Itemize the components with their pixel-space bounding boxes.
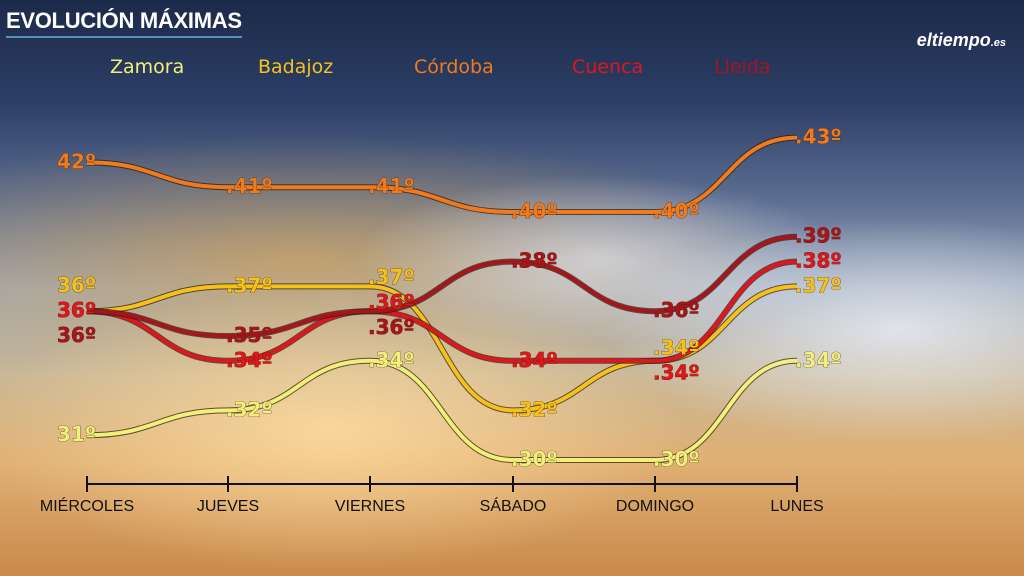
legend-item-3: Cuenca (572, 56, 644, 78)
data-label: .36º (653, 298, 700, 322)
data-label: 31º (57, 422, 96, 446)
data-label: .34º (653, 360, 700, 384)
data-label: .30º (653, 447, 700, 471)
legend-item-4: Lleida (714, 56, 771, 78)
data-label: .34º (653, 335, 700, 359)
data-label: 36º (57, 298, 96, 322)
legend: Zamora Badajoz Córdoba Cuenca Lleida (0, 56, 1024, 86)
data-label: .34º (226, 348, 273, 372)
data-label: 42º (57, 149, 96, 173)
data-label: .37º (226, 273, 273, 297)
legend-item-1: Badajoz (258, 56, 334, 78)
legend-item-0: Zamora (110, 56, 185, 78)
data-label: .38º (795, 249, 842, 273)
data-label: .34º (511, 348, 558, 372)
data-label: .41º (226, 174, 273, 198)
x-tick-label: DOMINGO (616, 498, 694, 515)
data-label: .43º (795, 125, 842, 149)
data-label: .39º (795, 224, 842, 248)
x-tick-label: MIÉRCOLES (40, 496, 134, 515)
data-label: .36º (368, 290, 415, 314)
data-label: .34º (368, 348, 415, 372)
series-line-zamora (86, 358, 798, 463)
series-line-córdoba (86, 135, 798, 215)
x-tick-label: LUNES (770, 498, 823, 515)
data-label: .40º (653, 199, 700, 223)
data-label: .30º (511, 447, 558, 471)
data-label: .37º (795, 274, 842, 298)
series-line-lleida (86, 234, 798, 339)
x-tick-label: VIERNES (335, 498, 405, 515)
data-label: .40º (511, 199, 558, 223)
data-label: .32º (511, 397, 558, 421)
x-tick-label: JUEVES (197, 498, 259, 515)
data-label: .38º (511, 249, 558, 273)
legend-item-2: Córdoba (414, 56, 494, 78)
data-label: .41º (368, 174, 415, 198)
data-label: .34º (795, 348, 842, 372)
brand-logo: eltiempo.es (916, 30, 1006, 50)
data-label: 36º (57, 323, 96, 347)
x-tick-label: SÁBADO (480, 496, 547, 515)
series-line-cuenca (86, 259, 798, 363)
data-label: .35º (226, 323, 273, 347)
data-label: .36º (368, 315, 415, 339)
chart-title: EVOLUCIÓN MÁXIMAS (6, 8, 242, 38)
data-label: 36º (57, 273, 96, 297)
data-label: .32º (226, 397, 273, 421)
data-label: .37º (368, 265, 415, 289)
